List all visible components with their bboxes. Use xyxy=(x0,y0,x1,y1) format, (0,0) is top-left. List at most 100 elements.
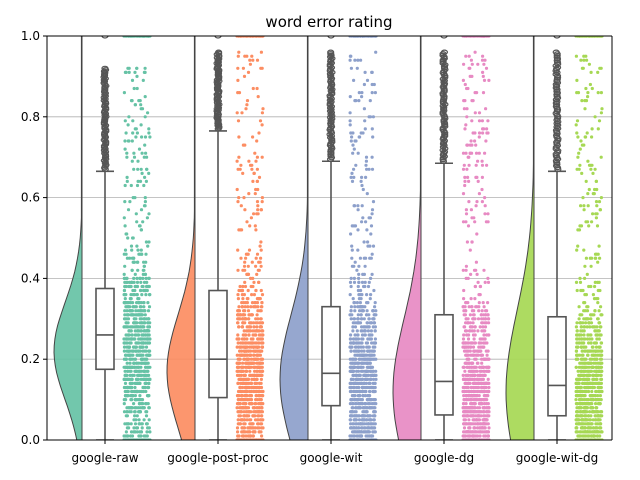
strip-point xyxy=(240,365,244,369)
strip-point xyxy=(141,272,145,276)
strip-point xyxy=(594,345,599,349)
strip-point xyxy=(362,349,366,353)
strip-point xyxy=(245,220,249,224)
strip-point xyxy=(348,280,353,284)
strip-point xyxy=(235,426,240,430)
strip-point xyxy=(236,381,240,385)
strip-point xyxy=(349,434,353,438)
strip-point xyxy=(372,341,376,345)
strip-point xyxy=(258,260,262,264)
strip-point xyxy=(366,426,370,430)
strip-point xyxy=(142,321,146,325)
strip-point xyxy=(260,337,264,341)
strip-point xyxy=(140,373,144,377)
strip-point xyxy=(356,422,360,426)
strip-point xyxy=(475,426,480,430)
strip-point xyxy=(252,353,256,357)
strip-point xyxy=(242,74,247,78)
strip-point xyxy=(122,345,127,349)
strip-point xyxy=(256,361,260,365)
strip-point xyxy=(486,365,490,369)
strip-point xyxy=(352,385,357,390)
strip-point xyxy=(372,317,376,321)
strip-point xyxy=(128,309,132,313)
strip-point xyxy=(354,377,358,381)
strip-point xyxy=(580,398,584,402)
chart-title: word error rating xyxy=(265,13,392,31)
strip-point xyxy=(461,151,466,155)
strip-point xyxy=(466,341,470,345)
strip-point xyxy=(370,208,375,212)
strip-point xyxy=(251,361,256,365)
series-google-wit xyxy=(279,36,378,440)
strip-point xyxy=(476,373,480,377)
strip-point xyxy=(137,353,141,357)
strip-point xyxy=(359,305,363,309)
strip-point xyxy=(253,369,257,373)
strip-point xyxy=(260,345,265,349)
strip-point xyxy=(465,321,469,325)
strip-point xyxy=(130,333,134,337)
strip-point xyxy=(240,325,245,329)
half-violin xyxy=(279,36,309,440)
strip-point xyxy=(132,317,136,321)
strip-point xyxy=(243,373,247,377)
strip-point xyxy=(579,325,584,329)
strip-point xyxy=(581,381,585,385)
strip-point xyxy=(462,349,467,353)
strip-point xyxy=(144,179,148,183)
strip-point xyxy=(243,284,248,289)
strip-point xyxy=(483,212,487,216)
strip-point xyxy=(254,321,258,325)
strip-point xyxy=(241,313,245,317)
strip-point xyxy=(590,86,594,91)
strip-point xyxy=(476,385,480,390)
strip-point xyxy=(255,139,259,143)
strip-point xyxy=(349,54,353,58)
strip-point xyxy=(365,321,369,325)
strip-point xyxy=(374,369,378,373)
outlier-point xyxy=(440,36,448,39)
strip-point xyxy=(355,66,359,70)
strip-point xyxy=(362,317,366,321)
strip-point xyxy=(481,426,485,430)
strip-point xyxy=(244,345,248,349)
strip-point xyxy=(138,422,142,426)
strip-point xyxy=(243,349,247,353)
strip-point xyxy=(362,256,366,260)
strip-point xyxy=(486,377,490,381)
strip-point xyxy=(367,333,371,337)
strip-point xyxy=(463,183,467,188)
strip-point xyxy=(462,377,466,381)
strip-point xyxy=(359,313,363,317)
outlier-point xyxy=(214,36,222,39)
strip-point xyxy=(237,373,241,377)
strip-point xyxy=(351,329,355,333)
outlier-point xyxy=(440,49,449,55)
strip-point xyxy=(596,353,600,357)
strip-point xyxy=(575,414,579,418)
strip-point xyxy=(478,325,482,329)
strip-point xyxy=(465,86,469,91)
strip-point xyxy=(256,357,260,361)
strip-point xyxy=(349,232,353,236)
strip-point xyxy=(471,131,475,135)
strip-point xyxy=(357,373,361,377)
strip-point xyxy=(480,402,484,406)
strip-point xyxy=(146,426,150,430)
strip-point xyxy=(367,422,371,426)
strip-point xyxy=(128,369,132,373)
strip-point xyxy=(351,406,355,410)
strip-point xyxy=(358,135,362,139)
strip-point xyxy=(241,66,245,70)
strip-point xyxy=(357,389,361,394)
strip-point xyxy=(129,394,133,398)
strip-point xyxy=(474,151,479,155)
strip-point xyxy=(600,369,604,373)
strip-point xyxy=(579,361,584,365)
strip-point xyxy=(133,325,137,329)
strip-point xyxy=(250,402,254,406)
strip-point xyxy=(461,337,466,341)
strip-point xyxy=(135,280,140,284)
strip-point xyxy=(258,385,262,390)
